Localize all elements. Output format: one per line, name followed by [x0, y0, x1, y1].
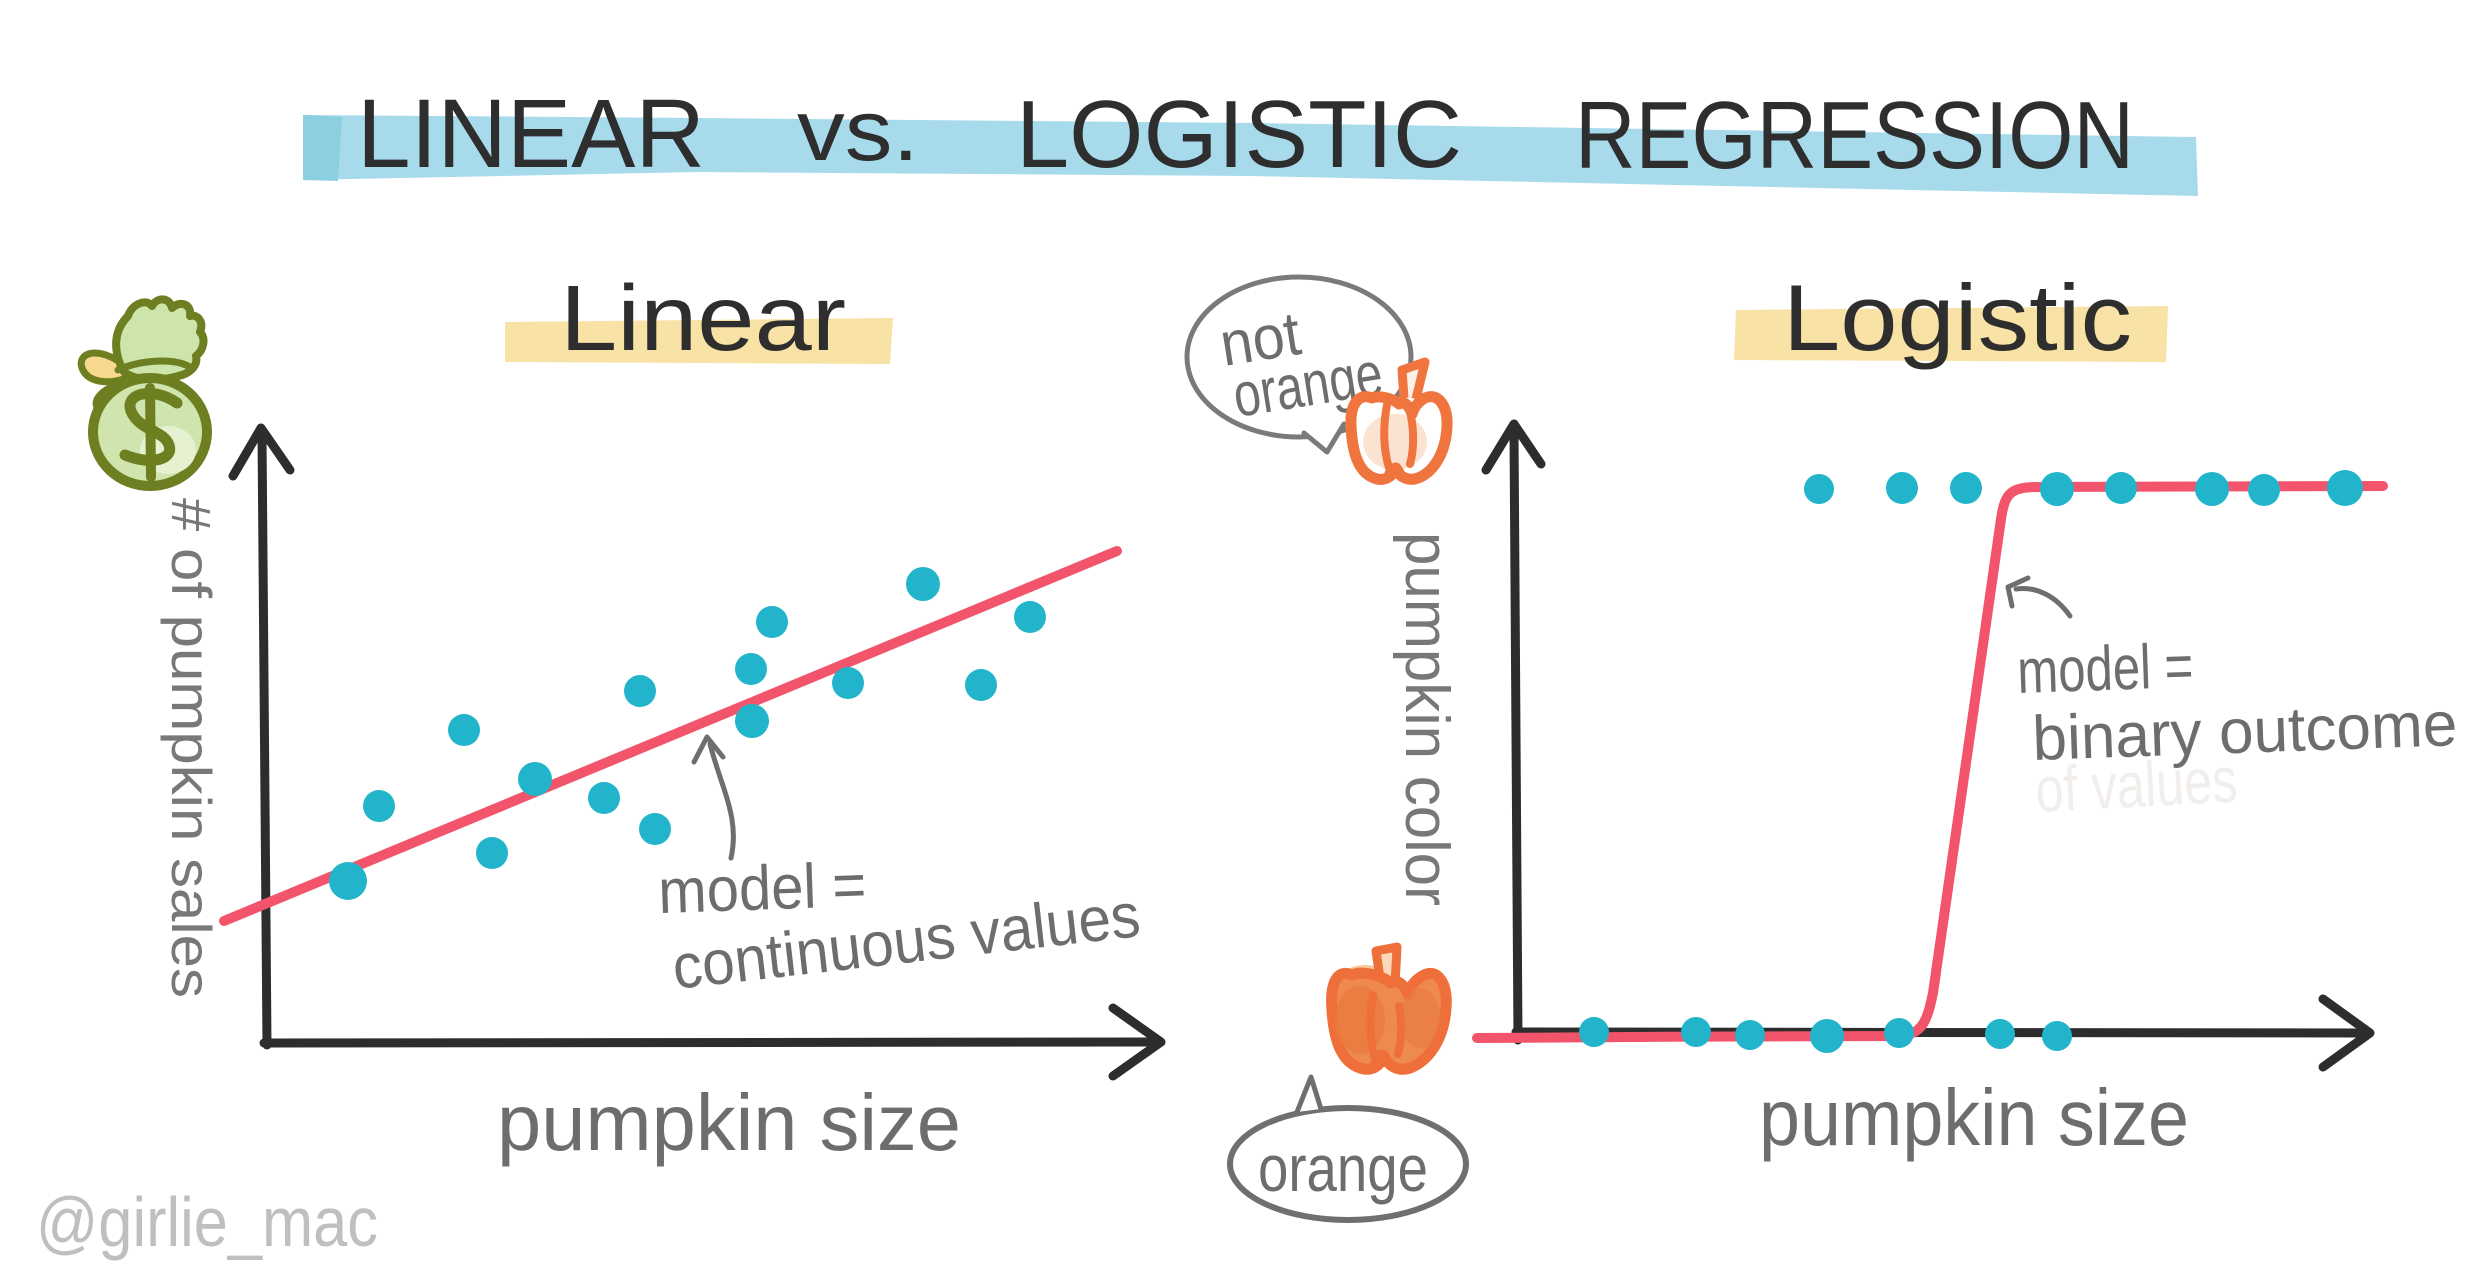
- svg-text:orange: orange: [1258, 1131, 1428, 1205]
- svg-text:not: not: [1215, 299, 1305, 380]
- svg-text:# of pumpkin sales: # of pumpkin sales: [160, 498, 223, 998]
- svg-text:LINEAR: LINEAR: [357, 79, 705, 188]
- svg-text:pumpkin color: pumpkin color: [1392, 532, 1461, 906]
- svg-text:pumpkin size: pumpkin size: [497, 1078, 961, 1167]
- svg-text:Linear: Linear: [560, 266, 846, 370]
- svg-text:LOGISTIC: LOGISTIC: [1016, 81, 1462, 188]
- svg-text:@girlie_mac: @girlie_mac: [36, 1183, 378, 1261]
- svg-text:model =: model =: [2016, 631, 2194, 707]
- svg-text:of values: of values: [2034, 743, 2239, 825]
- svg-text:vs.: vs.: [797, 83, 919, 179]
- svg-text:REGRESSION: REGRESSION: [1575, 82, 2134, 189]
- svg-text:binary outcome: binary outcome: [2031, 689, 2458, 774]
- svg-text:model =: model =: [657, 850, 867, 927]
- svg-text:pumpkin size: pumpkin size: [1759, 1073, 2189, 1162]
- svg-text:Logistic: Logistic: [1783, 265, 2132, 370]
